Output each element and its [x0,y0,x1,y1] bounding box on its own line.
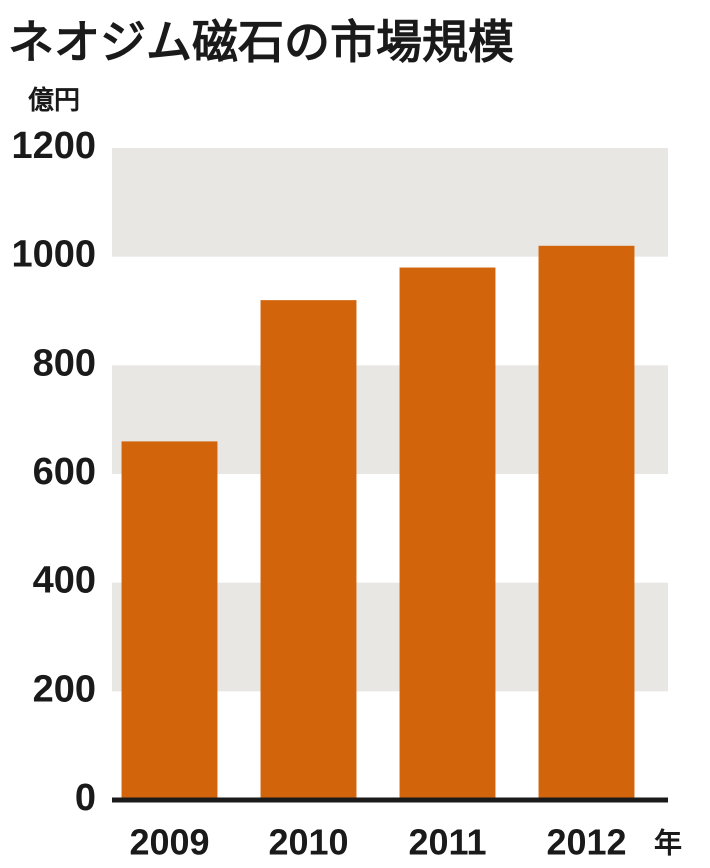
bar [538,245,635,801]
grid-band [112,148,668,257]
x-tick-label: 2011 [408,822,486,863]
bar [260,300,357,800]
x-tick-label: 2012 [546,822,626,863]
y-tick-label: 400 [33,560,96,602]
y-tick-label: 200 [33,668,96,710]
bar [121,441,218,800]
chart-title: ネオジム磁石の市場規模 [8,16,514,68]
x-tick-label: 2010 [268,822,348,863]
y-tick-label: 1200 [11,125,96,167]
y-tick-label: 600 [33,451,96,493]
y-tick-label: 800 [33,342,96,384]
y-unit: 億円 [28,85,80,115]
y-tick-label: 0 [75,777,96,819]
bar [399,267,496,800]
y-tick-label: 1000 [11,234,96,276]
x-unit: 年 [654,826,682,858]
x-tick-label: 2009 [129,822,209,863]
